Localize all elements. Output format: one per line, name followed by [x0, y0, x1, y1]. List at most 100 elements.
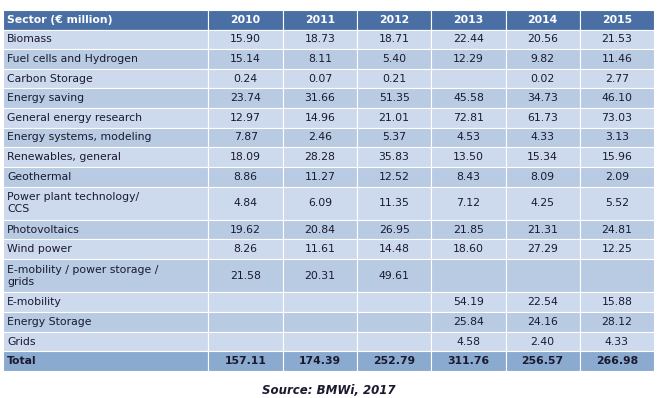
Bar [357, 293, 431, 312]
Bar [283, 332, 357, 351]
Text: 2014: 2014 [528, 15, 558, 25]
Bar [580, 167, 654, 187]
Text: 34.73: 34.73 [527, 93, 558, 103]
Bar [209, 167, 283, 187]
Bar [3, 187, 209, 220]
Text: 20.31: 20.31 [305, 271, 336, 281]
Bar [431, 220, 505, 240]
Bar [357, 29, 431, 49]
Bar [357, 167, 431, 187]
Text: 18.60: 18.60 [453, 244, 484, 254]
Bar [431, 240, 505, 259]
Text: General energy research: General energy research [7, 113, 142, 123]
Bar [3, 88, 209, 108]
Bar [283, 49, 357, 69]
Bar [580, 128, 654, 147]
Text: 4.84: 4.84 [234, 198, 258, 208]
Text: 5.37: 5.37 [382, 133, 406, 142]
Text: 311.76: 311.76 [447, 356, 490, 366]
Text: 51.35: 51.35 [379, 93, 409, 103]
Text: 23.74: 23.74 [230, 93, 261, 103]
Bar [209, 259, 283, 293]
Bar [209, 29, 283, 49]
Text: 8.09: 8.09 [530, 172, 555, 182]
Text: 45.58: 45.58 [453, 93, 484, 103]
Text: 2011: 2011 [305, 15, 335, 25]
Bar [431, 351, 505, 371]
Text: Energy saving: Energy saving [7, 93, 84, 103]
Text: 21.58: 21.58 [230, 271, 261, 281]
Bar [357, 187, 431, 220]
Text: 49.61: 49.61 [379, 271, 409, 281]
Bar [283, 240, 357, 259]
Bar [3, 128, 209, 147]
Bar [357, 312, 431, 332]
Bar [580, 351, 654, 371]
Text: 12.52: 12.52 [379, 172, 409, 182]
Text: 11.46: 11.46 [601, 54, 632, 64]
Bar [357, 69, 431, 88]
Bar [505, 187, 580, 220]
Text: 13.50: 13.50 [453, 152, 484, 162]
Bar [357, 240, 431, 259]
Bar [3, 147, 209, 167]
Bar [209, 88, 283, 108]
Text: 174.39: 174.39 [299, 356, 341, 366]
Text: 4.58: 4.58 [457, 336, 480, 347]
Text: 11.35: 11.35 [379, 198, 409, 208]
Text: Biomass: Biomass [7, 34, 53, 45]
Text: 20.56: 20.56 [527, 34, 558, 45]
Bar [431, 147, 505, 167]
Bar [3, 312, 209, 332]
Bar [580, 29, 654, 49]
Text: 28.28: 28.28 [305, 152, 336, 162]
Bar [357, 128, 431, 147]
Text: 0.07: 0.07 [308, 74, 332, 84]
Text: 8.11: 8.11 [308, 54, 332, 64]
Text: 21.01: 21.01 [378, 113, 410, 123]
Bar [3, 10, 209, 29]
Text: 7.87: 7.87 [234, 133, 258, 142]
Bar [580, 240, 654, 259]
Text: Energy systems, modeling: Energy systems, modeling [7, 133, 152, 142]
Text: 18.71: 18.71 [379, 34, 409, 45]
Text: 54.19: 54.19 [453, 297, 484, 307]
Text: 5.52: 5.52 [605, 198, 629, 208]
Text: 24.16: 24.16 [527, 317, 558, 327]
Text: 252.79: 252.79 [373, 356, 415, 366]
Bar [283, 312, 357, 332]
Bar [505, 49, 580, 69]
Bar [3, 49, 209, 69]
Bar [3, 220, 209, 240]
Text: E-mobility: E-mobility [7, 297, 62, 307]
Bar [431, 332, 505, 351]
Bar [505, 240, 580, 259]
Text: Renewables, general: Renewables, general [7, 152, 121, 162]
Text: 2.77: 2.77 [605, 74, 629, 84]
Text: 2.46: 2.46 [308, 133, 332, 142]
Bar [431, 128, 505, 147]
Bar [505, 220, 580, 240]
Text: 8.43: 8.43 [457, 172, 480, 182]
Text: 157.11: 157.11 [224, 356, 266, 366]
Text: 9.82: 9.82 [530, 54, 555, 64]
Bar [209, 69, 283, 88]
Bar [505, 332, 580, 351]
Bar [505, 108, 580, 128]
Bar [505, 88, 580, 108]
Text: 28.12: 28.12 [601, 317, 632, 327]
Bar [580, 259, 654, 293]
Bar [3, 293, 209, 312]
Bar [283, 147, 357, 167]
Bar [580, 88, 654, 108]
Text: Sector (€ million): Sector (€ million) [7, 15, 113, 25]
Bar [580, 108, 654, 128]
Bar [505, 167, 580, 187]
Bar [431, 108, 505, 128]
Bar [209, 49, 283, 69]
Text: 4.33: 4.33 [530, 133, 555, 142]
Text: 2010: 2010 [230, 15, 261, 25]
Bar [3, 29, 209, 49]
Text: 19.62: 19.62 [230, 225, 261, 235]
Bar [431, 293, 505, 312]
